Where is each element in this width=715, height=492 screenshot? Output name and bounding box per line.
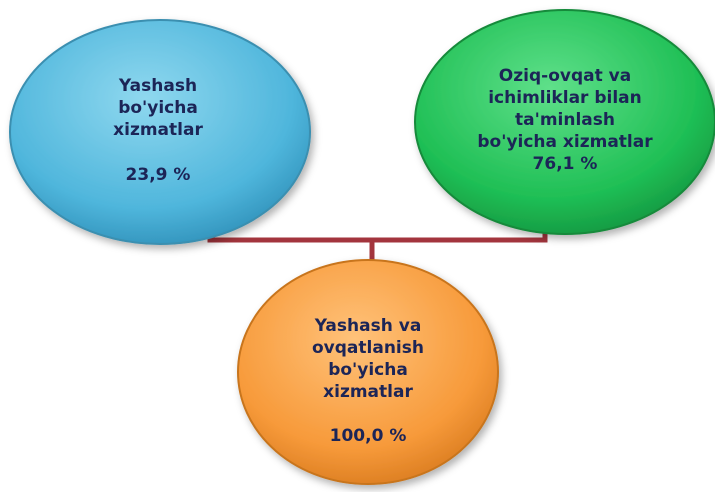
- node-value: 23,9 %: [126, 165, 191, 185]
- node-label: Yashash: [118, 76, 197, 96]
- node-ellipse: [9, 19, 311, 245]
- node-label: Yashash va: [314, 316, 422, 336]
- node-label: ovqatlanish: [312, 338, 424, 358]
- node-label: Oziq-ovqat va: [499, 66, 631, 86]
- node-value: 76,1 %: [533, 154, 598, 174]
- node-value: 100,0 %: [330, 426, 407, 446]
- node-label: ichimliklar bilan: [488, 88, 642, 108]
- node-ellipse: [237, 259, 499, 485]
- node-label: bo'yicha: [328, 360, 408, 380]
- node-ellipse: [414, 9, 715, 235]
- node-label: bo'yicha: [118, 98, 198, 118]
- node-label: xizmatlar: [113, 120, 203, 140]
- node-label: bo'yicha xizmatlar: [477, 132, 653, 152]
- node-label: xizmatlar: [323, 382, 413, 402]
- node-label: ta'minlash: [515, 110, 615, 130]
